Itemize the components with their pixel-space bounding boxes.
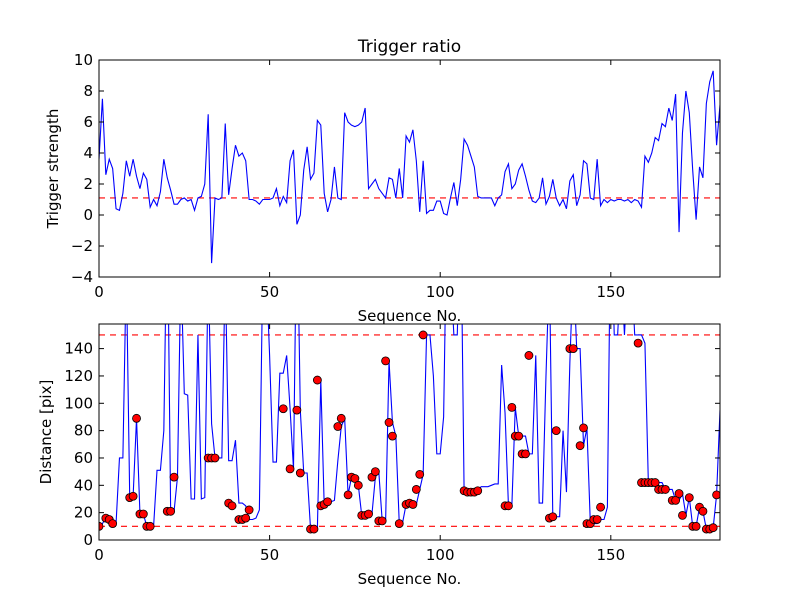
data-point xyxy=(698,506,708,516)
data-point xyxy=(381,356,391,366)
y-tick-label: 0 xyxy=(83,531,93,549)
x-axis-label: Sequence No. xyxy=(358,570,462,588)
data-point xyxy=(323,497,333,507)
data-point xyxy=(415,469,425,479)
data-point xyxy=(712,490,720,500)
data-point xyxy=(408,500,418,509)
data-point xyxy=(312,375,322,385)
data-point xyxy=(504,501,513,511)
chart-panel-1: 0 50 100 150 −4 −2 0 2 4 6 8 10 Trigger ratio Sequenc… xyxy=(44,37,721,325)
data-point xyxy=(579,423,588,433)
data-point xyxy=(674,489,684,498)
y-tick-label: 60 xyxy=(74,449,93,467)
data-point xyxy=(394,519,404,528)
data-point xyxy=(336,413,346,423)
x-tick-label: 50 xyxy=(260,283,279,301)
data-point xyxy=(285,464,295,474)
y-tick-label: 80 xyxy=(74,422,93,440)
data-point xyxy=(377,516,387,526)
chart-title: Trigger ratio xyxy=(357,37,461,57)
data-point xyxy=(671,495,681,505)
plot-area xyxy=(99,324,720,540)
data-point xyxy=(473,486,483,496)
y-tick-label: 8 xyxy=(83,82,93,100)
data-point xyxy=(418,330,428,340)
x-tick-label: 50 xyxy=(260,546,279,564)
y-tick-label: −2 xyxy=(71,237,93,255)
data-point xyxy=(691,521,701,531)
data-point xyxy=(108,519,118,528)
data-point xyxy=(521,449,530,459)
y-tick-label: 10 xyxy=(74,51,93,69)
y-tick-label: 20 xyxy=(74,504,93,522)
plot-content xyxy=(99,324,720,534)
y-tick-label: 4 xyxy=(83,144,93,162)
data-point xyxy=(227,501,237,511)
y-tick-label: 2 xyxy=(83,175,93,193)
axes-frame xyxy=(98,59,721,278)
y-tick-label: 140 xyxy=(64,340,93,358)
y-tick-label: 40 xyxy=(74,476,93,494)
data-point xyxy=(99,521,104,531)
y-tick-label: 100 xyxy=(64,394,93,412)
data-point xyxy=(138,509,148,519)
data-point xyxy=(524,351,534,360)
chart-panel-2: 0 50 100 150 0 20 40 60 80 100 120 140 Sequence No. D… xyxy=(37,323,721,588)
data-point xyxy=(551,426,561,436)
data-point xyxy=(241,513,251,523)
y-axis-label: Trigger strength xyxy=(44,109,62,230)
data-point xyxy=(370,467,380,477)
data-point xyxy=(507,402,517,412)
data-point xyxy=(592,515,602,524)
data-point xyxy=(633,338,643,348)
y-tick-label: −4 xyxy=(71,268,93,286)
data-point xyxy=(548,512,558,522)
axes-frame xyxy=(98,323,721,541)
y-axis-label: Distance [pix] xyxy=(37,380,55,485)
data-point xyxy=(388,431,397,441)
data-point xyxy=(568,344,578,354)
y-tick-label: 6 xyxy=(83,113,93,131)
data-point xyxy=(708,523,718,533)
x-tick-label: 0 xyxy=(94,283,104,301)
data-point xyxy=(333,422,343,431)
data-point xyxy=(384,418,394,427)
data-point xyxy=(244,505,254,515)
data-point xyxy=(343,490,353,500)
x-tick-label: 0 xyxy=(94,546,104,564)
data-point xyxy=(169,472,179,482)
x-axis-label: Sequence No. xyxy=(358,307,462,325)
data-point xyxy=(650,478,660,487)
data-point xyxy=(514,431,524,441)
data-point xyxy=(364,509,373,519)
plot-content xyxy=(99,70,720,264)
data-point xyxy=(166,506,176,516)
data-point xyxy=(295,468,305,478)
data-point xyxy=(353,480,363,490)
data-point xyxy=(210,453,220,463)
y-tick-label: 120 xyxy=(64,367,93,385)
data-point xyxy=(575,441,585,451)
x-tick-label: 150 xyxy=(596,283,625,301)
x-tick-label: 150 xyxy=(596,546,625,564)
data-point xyxy=(132,413,141,423)
data-point xyxy=(661,485,670,494)
data-point xyxy=(411,485,421,494)
data-point xyxy=(309,524,319,534)
series-line xyxy=(99,70,720,264)
data-point xyxy=(145,521,155,531)
data-point xyxy=(596,502,605,512)
data-point xyxy=(350,474,360,483)
plot-area xyxy=(99,60,720,277)
y-tick-label: 0 xyxy=(83,206,93,224)
data-point xyxy=(128,491,138,501)
x-tick-label: 100 xyxy=(426,546,455,564)
data-point xyxy=(678,510,687,520)
x-tick-label: 100 xyxy=(426,283,455,301)
data-point xyxy=(292,405,302,415)
data-point xyxy=(684,493,694,503)
data-point xyxy=(278,404,288,414)
